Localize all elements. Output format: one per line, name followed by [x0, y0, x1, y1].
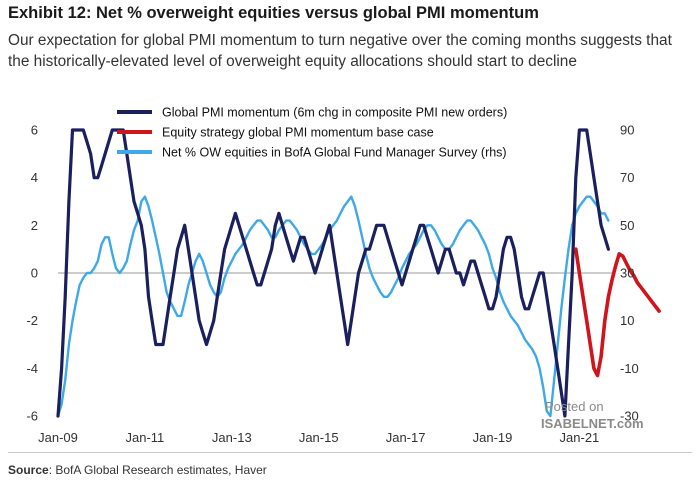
right-axis-tick-label: -10 — [620, 361, 639, 376]
x-axis-tick-label: Jan-17 — [386, 430, 426, 445]
right-axis-tick-label: 50 — [620, 218, 634, 233]
x-axis-tick-label: Jan-13 — [212, 430, 252, 445]
watermark: Posted on ISABELNET.com — [541, 399, 644, 431]
legend-label-pmi: Global PMI momentum (6m chg in composite… — [162, 106, 507, 120]
legend-label-fms: Net % OW equities in BofA Global Fund Ma… — [162, 146, 507, 160]
left-axis-tick-label: 2 — [31, 218, 38, 233]
source-text: : BofA Global Research estimates, Haver — [48, 463, 267, 477]
series-line-base-case — [574, 247, 661, 378]
legend: Global PMI momentum (6m chg in composite… — [117, 106, 507, 160]
watermark-line1: Posted on — [545, 399, 604, 414]
right-axis-tick-label: 90 — [620, 123, 634, 138]
left-axis-tick-label: -4 — [26, 361, 38, 376]
series-layer — [56, 128, 661, 418]
watermark-line2: ISABELNET.com — [541, 416, 644, 431]
left-axis-tick-label: 0 — [31, 266, 38, 281]
footer-rule — [8, 452, 692, 453]
series-line-net-ow-equities — [56, 195, 610, 418]
legend-label-base-case: Equity strategy global PMI momentum base… — [162, 126, 434, 140]
axis-ticks: -6 -4 -2 0 2 4 6 -30 -10 10 30 50 70 90 Jan-09 Jan-11 Ja… — [26, 123, 638, 446]
right-axis-tick-label: -30 — [620, 409, 639, 424]
x-axis-tick-label: Jan-09 — [38, 430, 78, 445]
chart-subtitle: Our expectation for global PMI momentum … — [8, 32, 672, 70]
x-axis-tick-label: Jan-11 — [126, 430, 165, 445]
x-axis-tick-label: Jan-15 — [299, 430, 339, 445]
left-axis-tick-label: 6 — [31, 123, 38, 138]
right-axis-tick-label: 10 — [620, 313, 634, 328]
right-axis-tick-label: 70 — [620, 170, 634, 185]
source-note: Source: BofA Global Research estimates, … — [8, 463, 267, 477]
x-axis-tick-label: Jan-19 — [473, 430, 513, 445]
right-axis-tick-label: 30 — [620, 266, 634, 281]
left-axis-tick-label: -6 — [26, 409, 38, 424]
exhibit-title: Exhibit 12: Net % overweight equities ve… — [8, 4, 539, 22]
series-line-pmi-momentum — [56, 128, 610, 418]
x-axis-tick-label: Jan-21 — [560, 430, 600, 445]
source-label: Source — [8, 463, 49, 477]
left-axis-tick-label: 4 — [31, 170, 38, 185]
left-axis-tick-label: -2 — [26, 313, 38, 328]
